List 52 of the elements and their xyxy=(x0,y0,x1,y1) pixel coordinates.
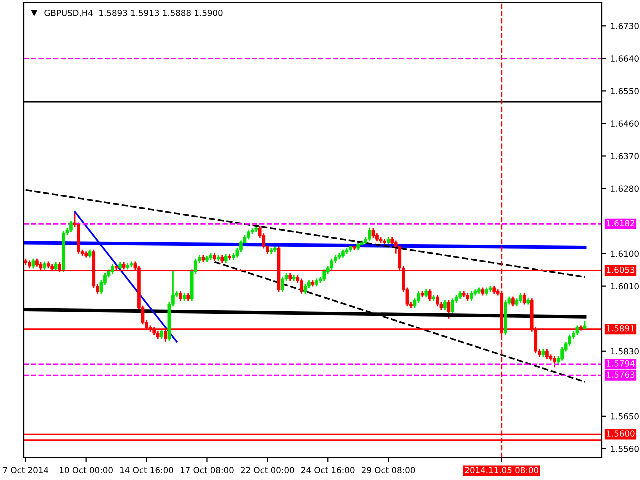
ref-line-label: 1.6182 xyxy=(607,220,634,227)
y-tick-label: 1.5560 xyxy=(611,446,639,452)
ref-line-label: 1.5794 xyxy=(607,360,635,367)
candlestick xyxy=(428,288,432,302)
candlestick xyxy=(444,300,447,311)
candlestick xyxy=(372,227,376,239)
y-tick-label: 1.6460 xyxy=(611,120,639,127)
y-tick-label: 1.6550 xyxy=(611,88,639,94)
x-tick-label: 14 Oct 16:00 xyxy=(120,467,174,474)
ref-line-label: 1.5763 xyxy=(607,372,635,378)
candlestick xyxy=(32,258,36,270)
y-tick-label: 1.6640 xyxy=(611,56,639,62)
ref-line-label: 1.5891 xyxy=(607,325,635,332)
candlestick xyxy=(70,220,73,234)
candlestick xyxy=(546,348,549,360)
candlestick xyxy=(451,298,454,314)
candlestick xyxy=(322,269,326,282)
y-tick-label: 1.6370 xyxy=(611,153,639,160)
y-tick-label: 1.6280 xyxy=(611,186,639,192)
x-tick-label: 29 Oct 08:00 xyxy=(362,467,416,474)
ref-line-label: 1.5600 xyxy=(607,430,635,437)
y-tick-label: 1.5830 xyxy=(611,348,639,355)
candlestick xyxy=(576,325,580,336)
candlestick xyxy=(300,278,304,295)
x-tick-label: 22 Oct 00:00 xyxy=(241,467,294,474)
x-tick-label: 2014.11.05 08:00 xyxy=(465,467,539,474)
candlestick xyxy=(179,290,182,302)
y-tick-label: 1.6010 xyxy=(611,283,639,290)
candlestick xyxy=(281,276,284,293)
candlestick xyxy=(304,283,308,295)
candlestick xyxy=(368,227,372,242)
candlestick xyxy=(470,290,474,302)
x-tick-label: 7 Oct 2014 xyxy=(3,467,49,474)
candlestick xyxy=(436,294,440,308)
x-tick-label: 17 Oct 08:00 xyxy=(180,467,234,474)
candlestick xyxy=(111,264,114,275)
text: GBPUSD,H4 1.5893 1.5913 1.5888 1.5900 xyxy=(44,10,223,18)
candlestick xyxy=(522,292,526,306)
ref-line-label: 1.6053 xyxy=(607,266,635,274)
candlestick xyxy=(512,296,515,308)
candlestick xyxy=(247,229,250,240)
candlestick xyxy=(519,292,522,304)
candlestick xyxy=(583,320,587,332)
y-tick-label: 1.6100 xyxy=(611,250,639,258)
x-tick-label: 24 Oct 16:00 xyxy=(302,467,355,474)
candlestick xyxy=(330,258,334,272)
candlestick xyxy=(568,334,572,348)
y-tick-label: 1.5650 xyxy=(611,413,639,420)
x-tick-label: 10 Oct 00:00 xyxy=(60,467,113,474)
candlestick xyxy=(553,356,556,368)
y-tick-label: 1.6730 xyxy=(611,23,639,30)
candlestick xyxy=(160,328,164,340)
